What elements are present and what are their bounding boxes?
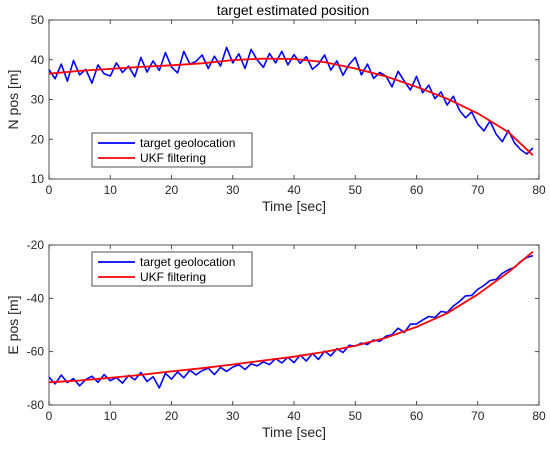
y-tick-label: 10 (31, 172, 45, 186)
x-tick-label: 80 (532, 409, 546, 423)
y-tick-label: 40 (31, 53, 45, 67)
y-axis-label: E pos [m] (5, 295, 21, 354)
x-tick-label: 10 (104, 409, 118, 423)
figure-title: target estimated position (217, 2, 370, 18)
legend-box (91, 132, 253, 168)
y-axis-label: N pos [m] (5, 70, 21, 130)
series-line-ukf-filtering (48, 251, 534, 384)
legend-box (91, 251, 253, 287)
x-tick-label: 10 (104, 183, 118, 197)
x-tick-label: 0 (46, 183, 53, 197)
x-tick-label: 0 (46, 409, 53, 423)
y-tick-label: -20 (27, 238, 45, 252)
x-tick-label: 60 (410, 183, 424, 197)
series-line-ukf-filtering (48, 57, 534, 156)
x-tick-label: 60 (410, 409, 424, 423)
x-tick-label: 70 (471, 183, 485, 197)
y-tick-label: -80 (27, 398, 45, 412)
x-axis-label: Time [sec] (262, 198, 326, 214)
legend-label: UKF filtering (140, 151, 206, 165)
x-tick-label: 40 (287, 409, 301, 423)
x-tick-label: 50 (349, 183, 363, 197)
x-tick-label: 30 (226, 183, 240, 197)
y-tick-label: 50 (31, 13, 45, 27)
legend-label: target geolocation (140, 136, 235, 150)
x-tick-label: 20 (165, 183, 179, 197)
x-tick-label: 30 (226, 409, 240, 423)
y-tick-label: -40 (27, 291, 45, 305)
legend-label: UKF filtering (140, 270, 206, 284)
x-tick-label: 80 (532, 183, 546, 197)
y-tick-label: -60 (27, 345, 45, 359)
x-tick-label: 70 (471, 409, 485, 423)
x-axis-label: Time [sec] (262, 424, 326, 440)
y-tick-label: 20 (31, 132, 45, 146)
x-tick-label: 50 (349, 409, 363, 423)
chart-east-position: 0 10 20 30 40 50 60 70 80 -80 -60 -40 -20 Time [sec] E… (5, 238, 546, 440)
legend-label: target geolocation (140, 255, 235, 269)
x-tick-label: 20 (165, 409, 179, 423)
y-tick-label: 30 (31, 93, 45, 107)
x-tick-label: 40 (287, 183, 301, 197)
